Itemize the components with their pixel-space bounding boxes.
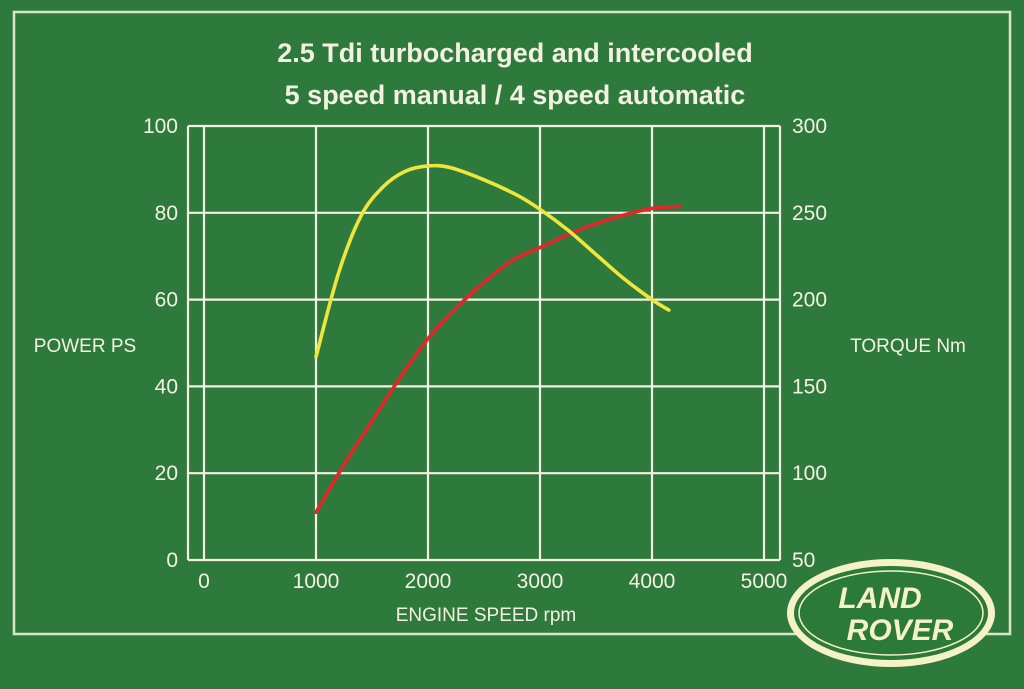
grid — [186, 124, 782, 562]
y-tick-label-60: 60 — [155, 289, 178, 312]
y2-tick-label-300: 300 — [792, 115, 827, 138]
power-curve — [314, 204, 682, 515]
x-tick-label-5000: 5000 — [741, 570, 788, 593]
logo-text-rover: ROVER — [847, 614, 954, 647]
y2-tick-label-200: 200 — [792, 289, 827, 312]
x-tick-label-3000: 3000 — [517, 570, 564, 593]
y-tick-label-0: 0 — [166, 549, 178, 572]
logo-inner-oval — [794, 566, 988, 660]
y2-tick-label-150: 150 — [792, 375, 827, 398]
y-tick-label-20: 20 — [155, 462, 178, 485]
y-tick-label-100: 100 — [143, 115, 178, 138]
y-axis-label-left: POWER PS — [34, 336, 136, 357]
x-tick-label-4000: 4000 — [629, 570, 676, 593]
torque-curve — [314, 163, 671, 359]
y2-tick-label-100: 100 — [792, 462, 827, 485]
y-axis-label-right: TORQUE Nm — [850, 336, 966, 357]
x-axis-label: ENGINE SPEED rpm — [396, 605, 577, 626]
y-tick-label-80: 80 — [155, 202, 178, 225]
logo-text-land: LAND — [838, 582, 921, 615]
chart-title: 2.5 Tdi turbocharged and intercooled — [277, 38, 753, 68]
y2-tick-label-250: 250 — [792, 202, 827, 225]
series-lines — [314, 163, 682, 515]
logo-inner-ring — [798, 570, 984, 656]
x-tick-label-0: 0 — [198, 570, 210, 593]
x-tick-label-1000: 1000 — [293, 570, 340, 593]
outer-frame — [12, 10, 1012, 636]
land-rover-logo: LAND ROVER — [787, 559, 995, 667]
y-tick-label-40: 40 — [155, 375, 178, 398]
chart-subtitle: 5 speed manual / 4 speed automatic — [285, 80, 746, 110]
x-tick-label-2000: 2000 — [405, 570, 452, 593]
y2-tick-label-50: 50 — [792, 549, 815, 572]
